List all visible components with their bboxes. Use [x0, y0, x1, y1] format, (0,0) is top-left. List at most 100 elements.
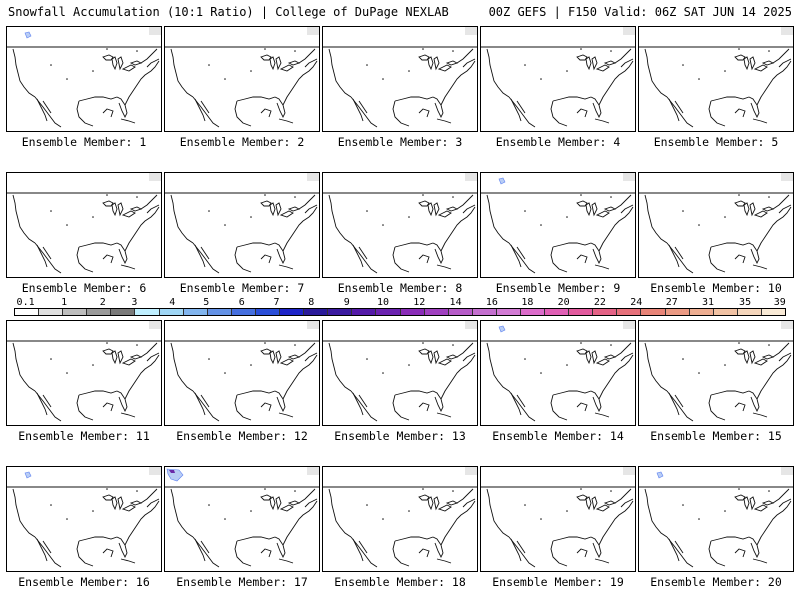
coastline [418, 108, 430, 118]
snowfall-contour [24, 471, 32, 479]
coastline [445, 60, 459, 66]
coastline [668, 244, 680, 268]
coastline [269, 350, 276, 365]
coastline [192, 536, 220, 568]
coastline [440, 500, 476, 546]
colorbar-tick: 22 [593, 297, 606, 308]
coastline [120, 412, 136, 418]
lake-marker [452, 344, 454, 346]
coastline [674, 540, 684, 554]
coastline [78, 96, 118, 102]
lake-marker [294, 344, 296, 346]
colorbar-swatch [448, 309, 473, 315]
colorbar-tick: 18 [521, 297, 534, 308]
lake-marker [768, 344, 770, 346]
lake-marker [208, 358, 210, 360]
ensemble-member-map [164, 320, 320, 426]
colorbar-swatch [424, 309, 449, 315]
coastline [674, 246, 684, 260]
lake-marker [92, 510, 94, 512]
coastline [236, 390, 276, 396]
coastline [260, 54, 272, 61]
ensemble-member-label: Ensemble Member: 7 [179, 281, 305, 295]
coastline [274, 536, 286, 559]
coastline [486, 48, 510, 98]
coastline [358, 246, 368, 260]
lake-marker [408, 216, 410, 218]
ensemble-member-label: Ensemble Member: 20 [650, 575, 782, 589]
coastline [12, 194, 36, 244]
lake-marker [682, 210, 684, 212]
colorbar-swatch [641, 309, 666, 315]
basemap [323, 173, 477, 274]
lake-marker [136, 196, 138, 198]
coastline [510, 244, 522, 268]
lake-marker [92, 364, 94, 366]
lake-marker [382, 78, 384, 80]
coastline [590, 96, 602, 119]
ensemble-member-map [164, 466, 320, 572]
coastline [437, 504, 452, 512]
coastline [433, 56, 440, 71]
colorbar-swatch [63, 309, 88, 315]
coastline [279, 358, 294, 366]
coastline [274, 242, 286, 265]
colorbar-tick: 27 [665, 297, 678, 308]
coastline [328, 488, 352, 538]
coastline [352, 538, 364, 562]
snowfall-contour [498, 177, 506, 185]
lake-marker [106, 48, 108, 50]
coastline [666, 390, 694, 422]
coastline [102, 200, 114, 207]
coastline [275, 56, 282, 71]
coastline [120, 558, 136, 564]
coastline [12, 488, 36, 538]
coastline [666, 536, 694, 568]
coastline [778, 498, 792, 508]
coastline [437, 358, 452, 366]
lake-marker [724, 364, 726, 366]
lake-marker [250, 70, 252, 72]
coastline [437, 210, 452, 218]
coastline [778, 204, 792, 214]
coastline [433, 202, 440, 217]
coastline [440, 206, 476, 252]
lake-marker [682, 504, 684, 506]
coastline [550, 246, 568, 273]
coastline [598, 60, 634, 106]
coastline [753, 504, 768, 512]
coastline [121, 358, 136, 366]
coastline [234, 540, 252, 567]
coastline [394, 536, 434, 542]
coastline [117, 56, 124, 71]
colorbar-tick: 1 [61, 297, 68, 308]
coastline [358, 394, 368, 408]
ensemble-member-map [638, 466, 794, 572]
coastline [102, 108, 114, 118]
coastline [418, 54, 430, 61]
coastline [102, 348, 114, 355]
coastline [585, 496, 592, 511]
ensemble-member-map [322, 320, 478, 426]
coastline [516, 246, 526, 260]
trace-snow-area [781, 173, 793, 181]
coastline [129, 60, 143, 66]
coastline [260, 548, 272, 558]
basemap [323, 321, 477, 422]
coastline [260, 494, 272, 501]
coastline [756, 500, 792, 546]
coastline [140, 194, 158, 210]
coastline [598, 206, 634, 252]
coastline [668, 538, 680, 562]
lake-marker [50, 210, 52, 212]
coastline [117, 350, 124, 365]
lake-marker [738, 488, 740, 490]
coastline [358, 100, 368, 114]
ensemble-member-label: Ensemble Member: 11 [18, 429, 150, 443]
coastline [298, 48, 316, 64]
basemap [7, 27, 161, 128]
lake-marker [224, 372, 226, 374]
coastline [761, 354, 775, 360]
ensemble-member-label: Ensemble Member: 15 [650, 429, 782, 443]
colorbar-swatch [472, 309, 497, 315]
